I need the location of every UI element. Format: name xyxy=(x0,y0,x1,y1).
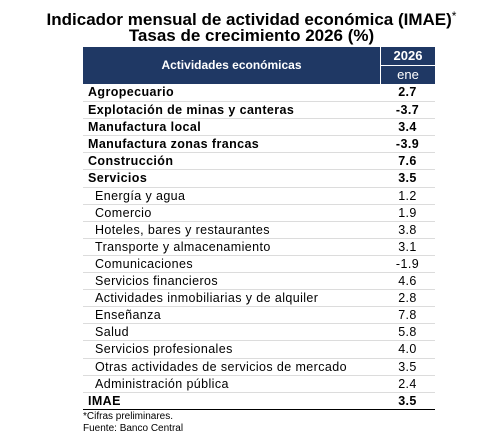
growth-rate-value: 3.8 xyxy=(398,222,417,237)
growth-rate-value: 4.6 xyxy=(398,274,417,289)
activity-label: Comercio xyxy=(95,205,152,220)
activity-label: Construcción xyxy=(88,154,174,169)
table-row: Comunicaciones -1.9 xyxy=(83,254,435,272)
activity-label: Transporte y almacenamiento xyxy=(95,239,271,254)
activity-label: Hoteles, bares y restaurantes xyxy=(95,222,270,237)
growth-rate-value: -3.7 xyxy=(395,103,420,118)
activity-label: Manufactura local xyxy=(88,120,202,135)
header-divider xyxy=(380,47,381,84)
footnote-preliminary: *Cifras preliminares. xyxy=(83,411,174,422)
table-row: Otras actividades de servicios de mercad… xyxy=(83,357,435,375)
table-row: Hoteles, bares y restaurantes 3.8 xyxy=(83,220,435,238)
activity-label: Agropecuario xyxy=(88,85,175,99)
table-row: Servicios profesionales 4.0 xyxy=(83,340,435,357)
report-title: Indicador mensual de actividad económica… xyxy=(0,6,503,30)
table-row: Agropecuario 2.7 xyxy=(83,84,435,101)
activity-label: Servicios xyxy=(88,171,148,186)
activity-label: Manufactura zonas francas xyxy=(88,137,260,152)
growth-rate-value: 7.6 xyxy=(398,154,417,169)
table-row: Transporte y almacenamiento 3.1 xyxy=(83,237,435,255)
growth-rate-value: 7.8 xyxy=(398,308,417,323)
table-row: Energía y agua 1.2 xyxy=(83,186,435,204)
growth-rate-value: 3.4 xyxy=(398,120,417,135)
growth-rate-value: 3.5 xyxy=(398,171,417,186)
activity-label: Servicios financieros xyxy=(95,274,219,289)
activity-label: Explotación de minas y canteras xyxy=(88,103,295,118)
growth-rate-value: 3.1 xyxy=(398,239,417,254)
table-row: Explotación de minas y canteras -3.7 xyxy=(83,101,435,118)
growth-rate-value: -1.9 xyxy=(395,256,420,271)
column-header-activities: Actividades económicas xyxy=(161,58,302,72)
table-row: Construcción 7.6 xyxy=(83,152,435,169)
table-row: Manufactura local 3.4 xyxy=(83,118,435,135)
growth-rate-value: -3.9 xyxy=(395,137,420,152)
activity-label: Salud xyxy=(95,325,129,340)
activity-label: IMAE xyxy=(88,393,121,408)
report-title-text: Indicador mensual de actividad económica… xyxy=(46,10,452,29)
growth-rate-value: 3.5 xyxy=(398,393,417,408)
header-divider-horizontal xyxy=(381,65,435,66)
table-row: Salud 5.8 xyxy=(83,323,435,340)
table-row: Servicios 3.5 xyxy=(83,169,435,186)
growth-rate-value: 2.4 xyxy=(398,376,417,391)
imae-table: Actividades económicas 2026 ene Agropecu… xyxy=(83,47,435,410)
growth-rate-value: 5.8 xyxy=(398,325,417,340)
table-header: Actividades económicas 2026 ene xyxy=(83,47,435,84)
growth-rate-value: 2.8 xyxy=(398,291,417,306)
activity-label: Actividades inmobiliarias y de alquiler xyxy=(95,291,319,306)
table-row: Administración pública 2.4 xyxy=(83,374,435,392)
table-row: Actividades inmobiliarias y de alquiler 2… xyxy=(83,289,435,306)
table-body: Agropecuario 2.7 Explotación de minas y ca… xyxy=(83,84,435,410)
activity-label: Otras actividades de servicios de mercad… xyxy=(95,359,347,374)
activity-label: Comunicaciones xyxy=(95,256,194,271)
growth-rate-value: 2.7 xyxy=(398,85,417,99)
growth-rate-value: 3.5 xyxy=(398,359,417,374)
activity-label: Energía y agua xyxy=(95,188,186,203)
table-row: IMAE 3.5 xyxy=(83,391,435,409)
activity-label: Enseñanza xyxy=(95,308,162,323)
growth-rate-value: 1.9 xyxy=(398,205,417,220)
table-row: Servicios financieros 4.6 xyxy=(83,272,435,289)
preliminary-mark: * xyxy=(451,9,457,23)
table-row: Comercio 1.9 xyxy=(83,203,435,221)
column-header-year: 2026 xyxy=(393,48,423,63)
footnote-source: Fuente: Banco Central xyxy=(83,423,184,434)
activity-label: Servicios profesionales xyxy=(95,342,233,357)
growth-rate-value: 1.2 xyxy=(398,188,417,203)
column-header-month: ene xyxy=(397,67,419,82)
report-subtitle: Tasas de crecimiento 2026 (%) xyxy=(128,26,375,45)
table-row: Manufactura zonas francas -3.9 xyxy=(83,135,435,152)
activity-label: Administración pública xyxy=(95,376,229,391)
growth-rate-value: 4.0 xyxy=(398,342,417,357)
table-row: Enseñanza 7.8 xyxy=(83,306,435,323)
